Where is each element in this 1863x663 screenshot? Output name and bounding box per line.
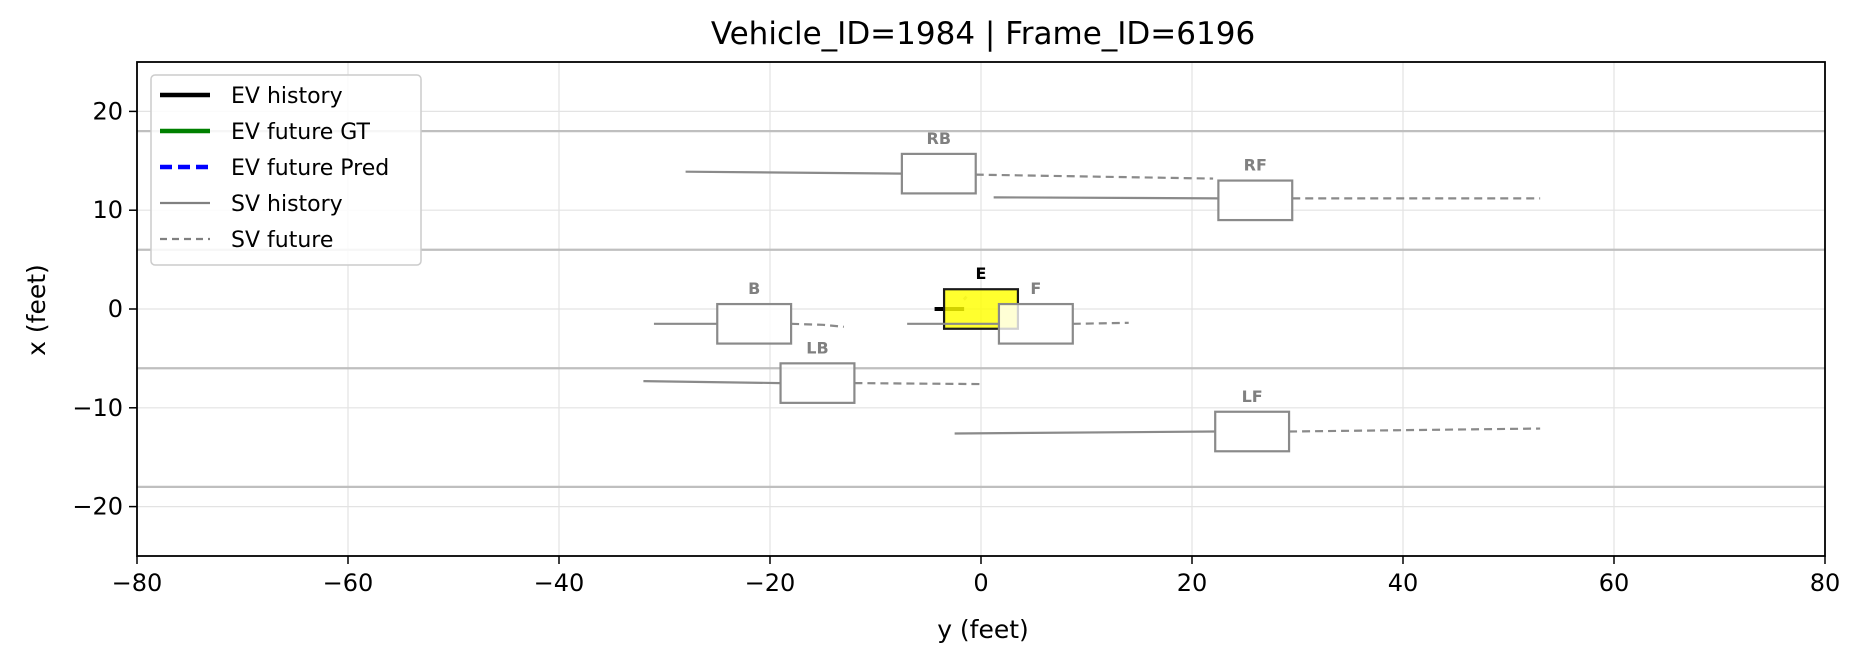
surrounding-vehicle-box	[779, 362, 856, 404]
surrounding-vehicle-box	[900, 152, 977, 195]
sv-history-line	[685, 170, 902, 175]
sv-future-line	[1289, 427, 1541, 433]
vehicle-label: LB	[806, 338, 828, 357]
plot-area: E RB RF B F LB LF −80 −60 −40 −20 0 20 40 60 80 −20 −10 0 1…	[72, 61, 1841, 597]
legend-entry-label: EV future Pred	[231, 156, 389, 181]
x-tick-label: 60	[1599, 569, 1630, 597]
sv-history-line	[993, 196, 1219, 200]
legend-entry-label: EV future GT	[231, 120, 371, 145]
sv-future-line	[1072, 321, 1129, 325]
x-axis-label: y (feet)	[937, 615, 1029, 644]
surrounding-vehicle-box	[1214, 410, 1291, 453]
y-tick-label: 20	[92, 97, 123, 125]
vehicle-label: B	[748, 279, 760, 298]
legend-entry-label: SV history	[231, 192, 343, 217]
x-tick-label: −20	[745, 569, 796, 597]
chart-title: Vehicle_ID=1984 | Frame_ID=6196	[711, 16, 1255, 52]
sv-history-line	[643, 380, 781, 385]
x-tick-label: 20	[1177, 569, 1208, 597]
vehicles-layer	[643, 152, 1541, 453]
y-tick-label: 0	[108, 295, 123, 323]
vehicle-label: RF	[1244, 156, 1267, 175]
sv-history-line	[954, 430, 1216, 435]
x-tick-label: −60	[323, 569, 374, 597]
sv-future-line	[854, 382, 982, 386]
vehicle-label: E	[976, 264, 987, 283]
x-tick-label: −40	[534, 569, 585, 597]
y-tick-label: −10	[72, 394, 123, 422]
legend: EV history EV future GT EV future Pred SV h…	[150, 74, 422, 266]
surrounding-vehicle-box	[997, 302, 1074, 345]
x-tick-label: 40	[1388, 569, 1419, 597]
vehicle-label: RB	[927, 129, 952, 148]
y-axis-label: x (feet)	[22, 264, 51, 356]
x-tick-label: −80	[112, 569, 163, 597]
x-tick-label: 0	[973, 569, 988, 597]
legend-entry-label: SV future	[231, 228, 333, 253]
surrounding-vehicle-box	[716, 302, 793, 345]
surrounding-vehicle-box	[1217, 179, 1294, 222]
vehicle-label: LF	[1242, 387, 1263, 406]
sv-future-line	[975, 173, 1214, 180]
legend-entry-label: EV history	[231, 84, 343, 109]
x-tick-label: 80	[1810, 569, 1841, 597]
sv-future-line	[791, 322, 844, 328]
vehicle-label: F	[1030, 279, 1041, 298]
legend-frame	[150, 74, 422, 266]
y-tick-label: 10	[92, 196, 123, 224]
y-tick-label: −20	[72, 493, 123, 521]
